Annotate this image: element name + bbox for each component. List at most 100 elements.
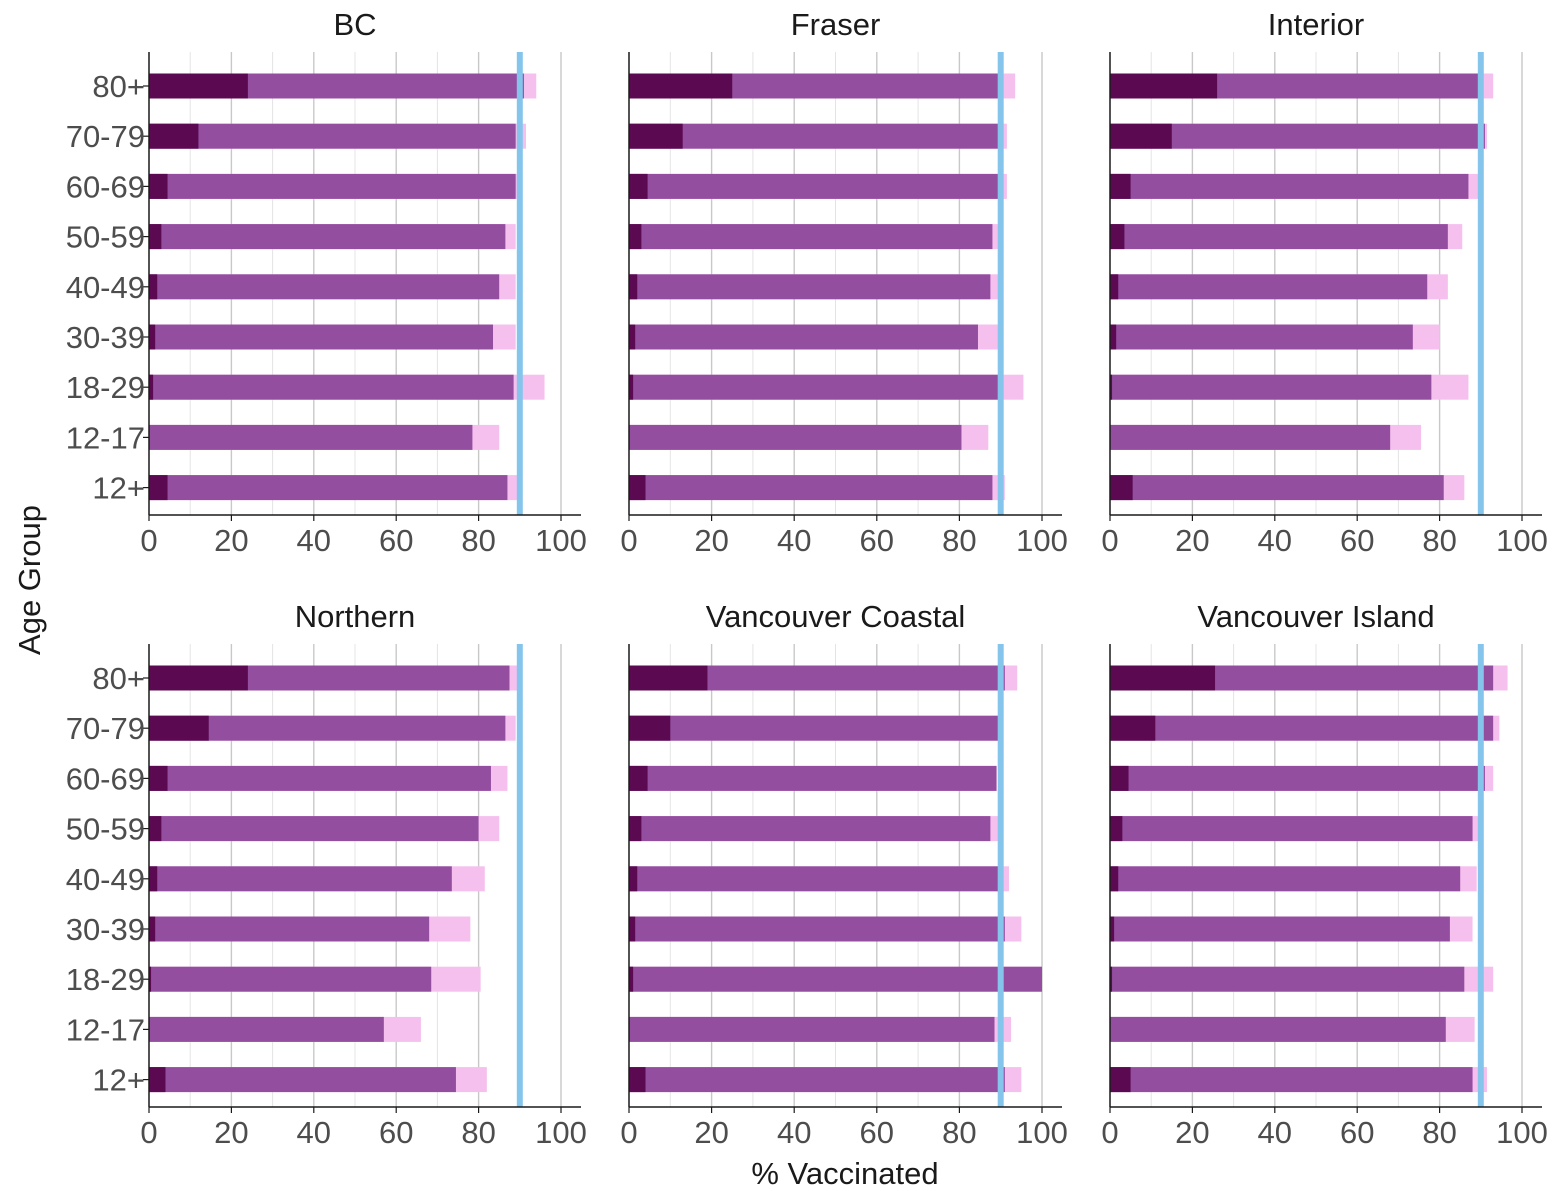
bar-mid-segment <box>629 916 1005 942</box>
bar-dark-segment <box>149 475 168 501</box>
panels-layer: 0 20 40 60 80 100 80+ 70-79 60-69 50-59 40-49 30-39… <box>66 7 1548 1150</box>
bar-dark-segment <box>629 374 634 400</box>
bar-mid-segment <box>149 374 514 400</box>
y-tick-label: 60-69 <box>66 761 145 796</box>
x-tick-label: 40 <box>1258 523 1292 558</box>
panel-fraser: 0 20 40 60 80 100 Fraser <box>620 7 1067 558</box>
bar-mid-segment <box>1110 424 1391 450</box>
y-tick-label: 40-49 <box>66 862 145 897</box>
x-tick-label: 60 <box>860 1115 894 1150</box>
panel-title: Fraser <box>791 7 881 42</box>
bar-dark-segment <box>1110 475 1133 501</box>
bar-mid-segment <box>629 816 991 842</box>
bar-dark-segment <box>629 274 638 300</box>
bar-dark-segment <box>1110 374 1113 400</box>
panel-title: Northern <box>295 599 416 634</box>
y-tick-label: 18-29 <box>66 962 145 997</box>
bar-dark-segment <box>1110 966 1113 992</box>
bar-mid-segment <box>149 274 500 300</box>
y-tick-label: 12+ <box>92 1063 145 1098</box>
bar-mid-segment <box>1110 1016 1446 1042</box>
bar-dark-segment <box>149 665 248 691</box>
bar-mid-segment <box>1110 123 1485 149</box>
x-tick-label: 20 <box>214 523 248 558</box>
x-tick-label: 80 <box>461 523 495 558</box>
bar-mid-segment <box>1110 374 1432 400</box>
bar-dark-segment <box>1110 765 1129 791</box>
panel-title: BC <box>333 7 376 42</box>
bar-mid-segment <box>149 224 506 250</box>
bar-dark-segment <box>149 173 168 199</box>
x-tick-label: 100 <box>1496 523 1548 558</box>
bar-mid-segment <box>149 966 432 992</box>
bar-dark-segment <box>149 73 248 99</box>
x-axis-label: % Vaccinated <box>751 1156 938 1191</box>
x-tick-label: 0 <box>620 523 637 558</box>
bar-dark-segment <box>149 966 152 992</box>
bar-dark-segment <box>149 1067 166 1093</box>
bar-mid-segment <box>149 1016 384 1042</box>
bar-mid-segment <box>1110 816 1473 842</box>
y-tick-label: 12-17 <box>66 420 145 455</box>
bar-mid-segment <box>629 224 993 250</box>
bar-dark-segment <box>629 816 642 842</box>
bar-dark-segment <box>1110 123 1172 149</box>
y-tick-label: 70-79 <box>66 711 145 746</box>
bar-dark-segment <box>149 765 168 791</box>
x-tick-label: 100 <box>1016 1115 1068 1150</box>
x-tick-label: 60 <box>379 523 413 558</box>
bar-mid-segment <box>1110 916 1450 942</box>
bar-dark-segment <box>149 374 154 400</box>
bar-mid-segment <box>149 1067 456 1093</box>
bar-mid-segment <box>629 324 978 350</box>
y-tick-label: 50-59 <box>66 220 145 255</box>
bar-dark-segment <box>149 123 199 149</box>
bar-dark-segment <box>629 665 708 691</box>
x-tick-label: 60 <box>1340 1115 1374 1150</box>
x-tick-label: 80 <box>942 523 976 558</box>
y-tick-label: 70-79 <box>66 119 145 154</box>
y-tick-label: 30-39 <box>66 320 145 355</box>
x-tick-label: 40 <box>297 523 331 558</box>
bar-dark-segment <box>149 224 162 250</box>
bar-mid-segment <box>149 765 491 791</box>
y-tick-label: 40-49 <box>66 270 145 305</box>
bar-mid-segment <box>1110 715 1494 741</box>
x-tick-label: 100 <box>1016 523 1068 558</box>
bar-dark-segment <box>629 715 671 741</box>
bar-mid-segment <box>1110 324 1413 350</box>
bar-mid-segment <box>629 966 1042 992</box>
x-tick-label: 0 <box>620 1115 637 1150</box>
x-tick-label: 0 <box>140 523 157 558</box>
bar-mid-segment <box>1110 1067 1473 1093</box>
bar-dark-segment <box>149 916 156 942</box>
bar-dark-segment <box>149 324 156 350</box>
y-tick-label: 30-39 <box>66 912 145 947</box>
x-tick-label: 40 <box>777 1115 811 1150</box>
bar-mid-segment <box>629 1016 995 1042</box>
bar-dark-segment <box>629 1067 646 1093</box>
x-tick-label: 60 <box>1340 523 1374 558</box>
bar-mid-segment <box>1110 866 1461 892</box>
bar-mid-segment <box>149 816 479 842</box>
bar-mid-segment <box>149 123 516 149</box>
x-tick-label: 0 <box>1101 523 1118 558</box>
bar-mid-segment <box>629 475 993 501</box>
bar-mid-segment <box>1110 224 1448 250</box>
bar-dark-segment <box>1110 916 1115 942</box>
bar-dark-segment <box>1110 274 1119 300</box>
bar-mid-segment <box>629 274 991 300</box>
bar-dark-segment <box>149 715 209 741</box>
y-tick-label: 80+ <box>92 661 145 696</box>
x-tick-label: 20 <box>694 1115 728 1150</box>
panel-northern: 0 20 40 60 80 100 80+ 70-79 60-69 50-59 40-49 30-39… <box>66 599 587 1150</box>
x-tick-label: 80 <box>461 1115 495 1150</box>
x-tick-label: 20 <box>1175 1115 1209 1150</box>
x-tick-label: 20 <box>1175 523 1209 558</box>
bar-dark-segment <box>1110 224 1125 250</box>
x-tick-label: 80 <box>1422 1115 1456 1150</box>
bar-mid-segment <box>629 424 962 450</box>
bar-dark-segment <box>629 224 642 250</box>
bar-mid-segment <box>1110 274 1428 300</box>
